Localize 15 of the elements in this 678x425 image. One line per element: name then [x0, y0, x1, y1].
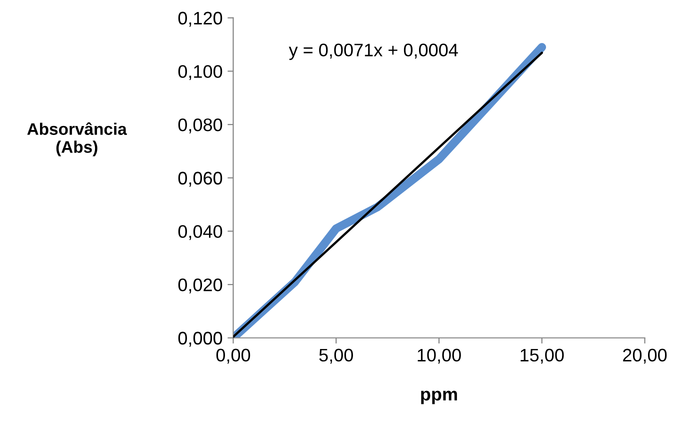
y-axis-title: Absorvância (Abs)	[27, 122, 127, 156]
y-tick-label: 0,060	[178, 172, 222, 187]
y-tick-label: 0,080	[178, 118, 222, 134]
x-tick-label: 0,00	[216, 348, 250, 364]
x-tick-label: 5,00	[319, 348, 353, 364]
y-tick-label: 0,100	[178, 65, 222, 80]
x-tick-label: 10,00	[418, 348, 461, 364]
y-tick-label: 0,020	[178, 278, 222, 294]
x-tick-label: 20,00	[623, 348, 667, 364]
x-axis-title: ppm	[421, 390, 457, 404]
y-tick-label: 0,120	[178, 12, 222, 27]
y-tick-label: 0,040	[178, 225, 222, 240]
annotation: y = 0,0071x + 0,0004	[288, 44, 458, 60]
y-tick-label: 0,000	[178, 332, 222, 347]
x-tick-label: 15,00	[520, 348, 564, 364]
